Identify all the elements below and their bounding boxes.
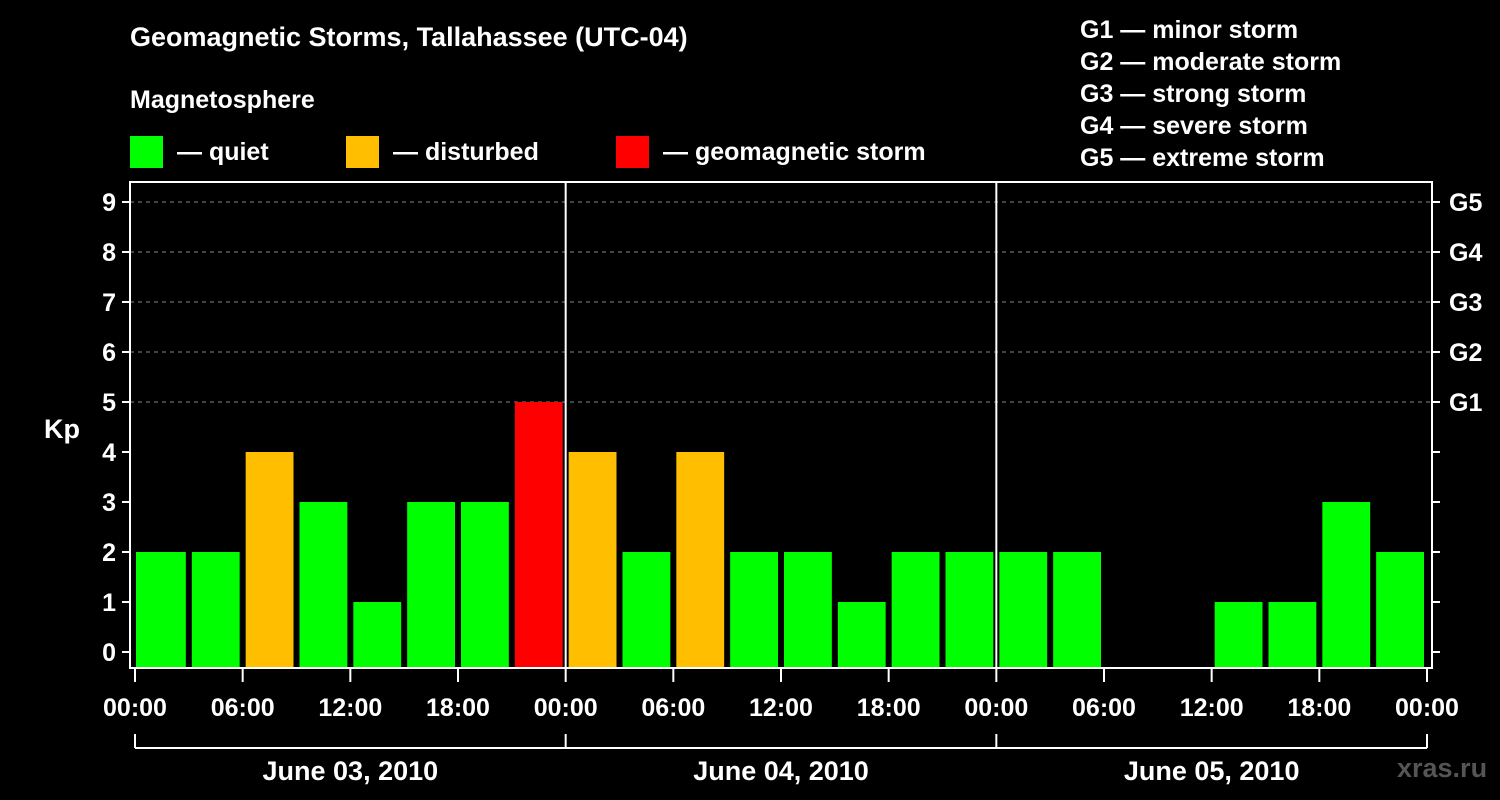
x-tick-label-9: 06:00 [1072,694,1136,722]
kp-bar-7 [514,402,563,668]
g-level-label-g5: G5 [1449,189,1482,217]
kp-bar-11 [730,552,778,668]
chart-title: Geomagnetic Storms, Tallahassee (UTC-04) [130,22,688,52]
kp-bar-21 [1268,602,1317,668]
g-legend-g2: G2 — moderate storm [1080,48,1342,76]
kp-bar-0 [136,552,186,668]
g-legend-g4: G4 — severe storm [1080,112,1308,140]
y-tick-label-6: 6 [102,339,116,367]
watermark: xras.ru [1397,753,1488,783]
y-tick-label-8: 8 [102,239,116,267]
x-tick-label-1: 06:00 [211,694,275,722]
legend-label-storm: — geomagnetic storm [663,137,926,166]
kp-bar-3 [299,502,348,668]
kp-bar-22 [1322,502,1371,668]
x-tick-label-11: 18:00 [1287,694,1351,722]
kp-bar-2 [245,452,294,668]
legend-swatch-quiet [130,136,163,168]
x-tick-label-2: 12:00 [318,694,382,722]
kp-bar-4 [353,602,402,668]
legend-item-storm: — geomagnetic storm [616,135,926,169]
x-tick-label-12: 00:00 [1395,694,1459,722]
x-tick-label-3: 18:00 [426,694,490,722]
kp-bar-13 [837,602,886,668]
y-axis-label: Kp [44,414,80,444]
x-tick-label-10: 12:00 [1180,694,1244,722]
kp-bar-9 [622,552,671,668]
g-level-label-g2: G2 [1449,339,1482,367]
x-tick-label-0: 00:00 [103,694,167,722]
kp-bar-23 [1376,552,1424,668]
axes-layer: 0 1 2 3 4 5 6 7 8 9 G1 G2 G3 G4 G5 00:00 06:00 12:00 18:00… [102,181,1482,786]
day-label-2: June 05, 2010 [1124,756,1300,786]
kp-bar-1 [191,552,240,668]
x-tick-label-4: 00:00 [534,694,598,722]
kp-bar-20 [1214,602,1263,668]
g-level-label-g3: G3 [1449,289,1482,317]
g-legend-g5: G5 — extreme storm [1080,144,1325,172]
x-tick-label-5: 06:00 [641,694,705,722]
y-tick-label-0: 0 [102,639,116,667]
y-tick-label-1: 1 [102,589,116,617]
kp-bar-10 [676,452,725,668]
legend-item-quiet: — quiet [130,135,269,169]
g-legend-g3: G3 — strong storm [1080,80,1307,108]
y-tick-label-3: 3 [102,489,116,517]
day-label-1: June 04, 2010 [693,756,869,786]
kp-bar-14 [891,552,940,668]
g-level-label-g4: G4 [1449,239,1482,267]
kp-bar-8 [568,452,617,668]
kp-bar-15 [945,552,994,668]
y-tick-label-4: 4 [102,439,116,467]
day-label-0: June 03, 2010 [263,756,439,786]
legend-item-disturbed: — disturbed [346,135,539,169]
g-level-label-g1: G1 [1449,389,1482,417]
legend-label-disturbed: — disturbed [393,137,539,166]
g-legend-g1: G1 — minor storm [1080,16,1299,44]
x-tick-label-8: 00:00 [964,694,1028,722]
y-tick-label-7: 7 [102,289,116,317]
kp-bar-17 [1053,552,1101,668]
kp-bar-16 [999,552,1048,668]
bars-layer [136,402,1424,668]
chart-subtitle: Magnetosphere [130,86,315,114]
y-tick-label-9: 9 [102,189,116,217]
y-tick-label-2: 2 [102,539,116,567]
kp-bar-12 [784,552,832,668]
legend-label-quiet: — quiet [177,137,269,166]
y-tick-label-5: 5 [102,389,116,417]
kp-bar-6 [461,502,509,668]
kp-bar-5 [407,502,455,668]
x-tick-label-6: 12:00 [749,694,813,722]
legend-swatch-storm [616,136,649,168]
g-scale-legend: G1 — minor storm G2 — moderate storm G3 … [1080,14,1341,174]
grid-layer [130,201,1432,403]
x-tick-label-7: 18:00 [857,694,921,722]
legend-swatch-disturbed [346,136,379,168]
